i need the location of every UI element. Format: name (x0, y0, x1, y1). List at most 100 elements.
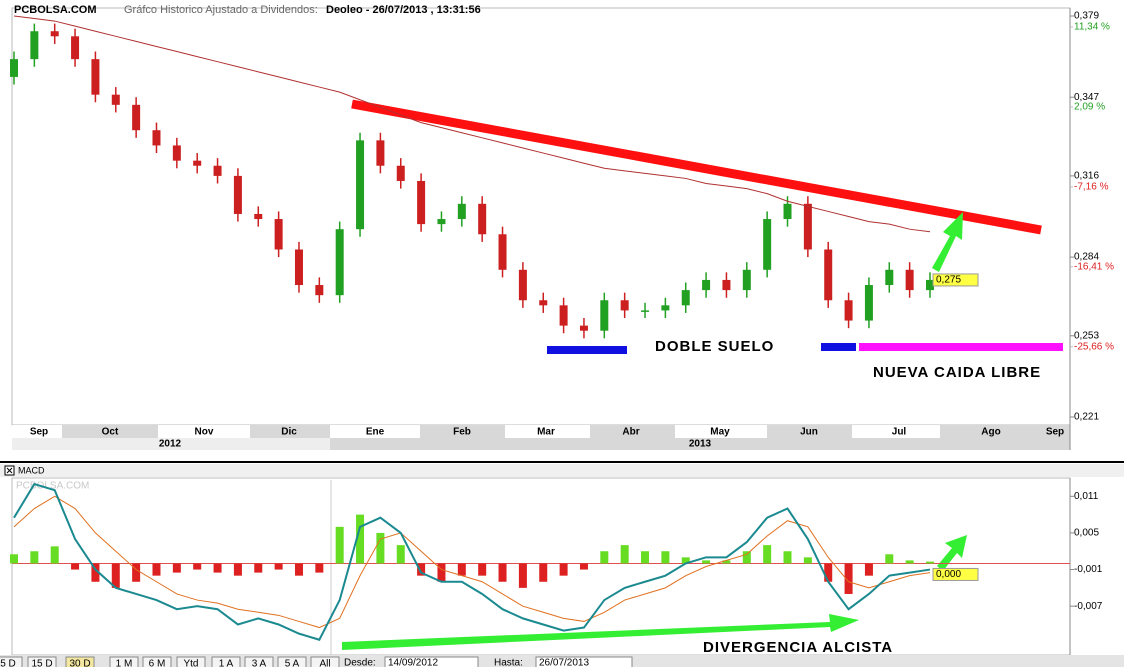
range-button-label[interactable]: 30 D (69, 659, 90, 667)
candle-body (905, 269, 914, 291)
histogram-bar (294, 563, 303, 576)
y2-tick-label: 2,09 % (1074, 102, 1105, 113)
histogram-bar (111, 563, 120, 588)
histogram-bar (315, 563, 324, 573)
support-bar (547, 346, 627, 354)
y-tick-label: 0,005 (1074, 528, 1099, 539)
range-button[interactable] (277, 656, 307, 667)
histogram-bar (824, 563, 833, 582)
year-label: 2013 (689, 439, 712, 450)
y-tick-label: 0,347 (1074, 92, 1099, 103)
x-tick-label: Sep (1046, 427, 1064, 438)
candle-body (600, 300, 609, 331)
last-value-box (932, 273, 979, 287)
histogram-bar (10, 554, 18, 564)
histogram-bar (132, 563, 141, 582)
histogram-bar (702, 560, 711, 564)
range-button[interactable] (65, 656, 95, 667)
range-button-label[interactable]: Ytd (183, 659, 198, 667)
histogram-bar (905, 560, 914, 564)
histogram-bar (457, 563, 466, 576)
range-button[interactable] (310, 656, 340, 667)
range-button-label[interactable]: 3 A (252, 659, 267, 667)
histogram-bar (742, 551, 751, 564)
y-tick-label: 0,316 (1074, 171, 1099, 182)
annotation: DOBLE SUELO (655, 338, 774, 355)
band (590, 425, 675, 438)
candle-body (559, 305, 568, 326)
to-input[interactable] (535, 656, 633, 667)
range-button-label[interactable]: 6 M (149, 659, 166, 667)
candle-body (783, 203, 792, 220)
range-button[interactable] (211, 656, 241, 667)
candle-body (396, 165, 405, 181)
candle-body (641, 310, 650, 312)
candle-body (722, 279, 731, 291)
range-button-label[interactable]: 5 A (285, 659, 300, 667)
range-button-label[interactable]: All (319, 659, 330, 667)
macd-title: MACD (18, 465, 45, 475)
histogram-bar (926, 561, 934, 564)
histogram-bar (417, 563, 426, 576)
x-tick-label: Feb (453, 427, 471, 438)
y-tick-label: 0,284 (1074, 252, 1099, 263)
x-tick-label: Ene (366, 427, 385, 438)
histogram-bar (681, 557, 690, 564)
support-bar (821, 343, 856, 351)
y2-tick-label: 11,34 % (1074, 22, 1110, 33)
range-button[interactable] (244, 656, 274, 667)
y2-tick-label: -7,16 % (1074, 182, 1109, 193)
histogram-bar (376, 532, 385, 564)
range-button-label[interactable]: 15 D (31, 659, 52, 667)
histogram-bar (274, 563, 283, 570)
range-button[interactable] (27, 656, 57, 667)
candle-body (71, 36, 80, 60)
candle-body (579, 325, 588, 331)
x-tick-label: Mar (537, 427, 555, 438)
histogram-bar (498, 563, 507, 582)
range-button[interactable] (142, 656, 172, 667)
histogram-bar (579, 563, 588, 570)
histogram-bar (600, 551, 609, 564)
range-button[interactable] (109, 656, 139, 667)
candle-body (803, 203, 812, 250)
x-tick-label: Ago (981, 427, 1000, 438)
from-date[interactable]: 14/09/2012 (388, 658, 438, 667)
candle-body (620, 300, 629, 311)
candle-body (294, 249, 303, 286)
histogram-bar (722, 560, 731, 564)
histogram-bar (172, 563, 181, 573)
range-button-label[interactable]: 5 D (0, 659, 16, 667)
histogram-bar (396, 545, 405, 564)
range-button-label[interactable]: 1 A (219, 659, 234, 667)
year-band (330, 438, 1070, 450)
range-button[interactable] (0, 656, 23, 667)
from-input[interactable] (384, 656, 479, 667)
y-tick-label: 0,011 (1074, 491, 1099, 502)
range-button[interactable] (176, 656, 206, 667)
histogram-bar (661, 551, 670, 564)
macd-header (0, 464, 1124, 477)
histogram-bar (356, 514, 365, 564)
candle-body (50, 31, 59, 37)
candle-body (172, 145, 181, 161)
candle-body (763, 219, 772, 270)
y2-tick-label: -16,41 % (1074, 261, 1114, 272)
breakdown-bar (859, 343, 1063, 351)
x-tick-label: Dic (281, 427, 297, 438)
band (420, 425, 505, 438)
to-date[interactable]: 26/07/2013 (539, 658, 589, 667)
histogram-bar (335, 526, 344, 564)
last-value-box (932, 567, 979, 581)
histogram-bar (803, 557, 812, 564)
close-icon-x (6, 467, 13, 474)
trend-line (351, 99, 1042, 235)
histogram-bar (783, 551, 792, 564)
candle-body (254, 213, 263, 220)
last-value-label: 0,000 (936, 569, 961, 580)
histogram-bar (152, 563, 161, 576)
candle-body (498, 234, 507, 270)
candle-body (437, 219, 446, 225)
candle-body (457, 203, 466, 220)
range-button-label[interactable]: 1 M (116, 659, 133, 667)
